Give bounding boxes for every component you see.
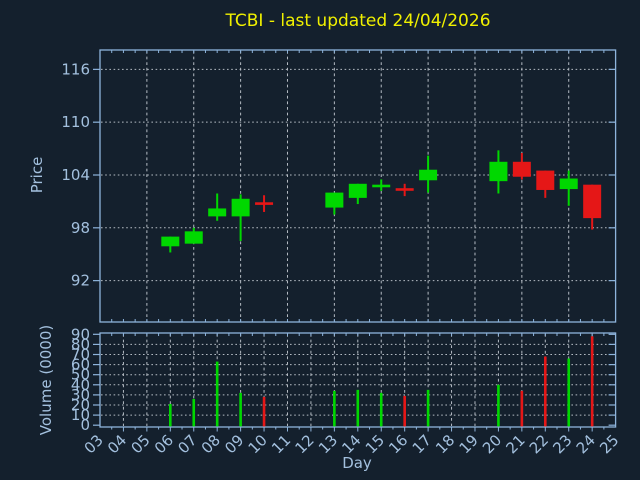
x-axis-title: Day (342, 454, 372, 472)
candle-body (325, 192, 344, 208)
volume-bar-day-21 (520, 390, 524, 427)
volume-bar-day-10 (262, 396, 266, 427)
price-panel: 92 98 104 110 116 (61, 49, 617, 323)
volume-bar-day-20 (497, 384, 500, 427)
candlestick-day-06 (161, 236, 180, 253)
volume-bar-day-23 (567, 358, 571, 427)
volume-bar-day-09 (239, 392, 242, 427)
x-tick-label: 13 (315, 431, 341, 457)
x-tick-label: 22 (526, 431, 552, 457)
x-tick-label: 24 (573, 431, 599, 457)
volume-ytick-label: 0 (80, 416, 90, 434)
candle-body (348, 183, 367, 198)
x-tick-label: 23 (549, 431, 575, 457)
candlestick-day-14 (348, 183, 367, 205)
x-tick-label: 03 (81, 431, 107, 457)
x-tick-label: 16 (385, 431, 411, 457)
candle-body (419, 169, 438, 181)
candle-body (559, 178, 578, 190)
candlestick-day-07 (184, 227, 203, 244)
volume-ytick-label: 70 (71, 346, 90, 364)
price-frame (99, 49, 617, 323)
candle-body (231, 198, 250, 217)
volume-bar-day-16 (403, 395, 406, 427)
volume-bar-day-15 (379, 392, 383, 427)
candle-body (208, 208, 227, 217)
x-tick-label: 19 (456, 431, 482, 457)
volume-bar-day-08 (215, 361, 219, 427)
volume-bar-day-24 (590, 336, 594, 427)
x-tick-label: 05 (127, 431, 153, 457)
volume-bar-day-22 (543, 356, 547, 427)
volume-ytick-label: 50 (71, 366, 90, 384)
candlestick-day-17 (419, 155, 438, 193)
candlestick-day-20 (489, 150, 508, 194)
x-tick-label: 18 (432, 431, 458, 457)
candle-body (536, 170, 555, 190)
price-ytick-label: 92 (71, 272, 90, 290)
x-tick-label: 20 (479, 431, 505, 457)
x-tick-label: 08 (198, 431, 224, 457)
volume-ytick-label: 30 (71, 386, 90, 404)
volume-bar-day-14 (356, 389, 360, 427)
volume-bar-day-17 (426, 389, 430, 427)
volume-ytick-label: 90 (71, 325, 90, 343)
candle-body (161, 236, 180, 247)
price-ytick-label: 110 (61, 113, 90, 131)
candle-body (372, 184, 391, 188)
volume-bar-day-06 (169, 403, 172, 427)
volume-ytick-label: 10 (71, 406, 90, 424)
x-tick-label: 17 (409, 431, 435, 457)
volume-ytick-label: 60 (71, 356, 90, 374)
volume-bar-day-13 (333, 390, 336, 427)
candlestick-day-23 (559, 170, 578, 206)
x-tick-label: 04 (104, 431, 130, 457)
volume-ytick-label: 40 (71, 376, 90, 394)
x-tick-label: 09 (221, 431, 247, 457)
price-ytick-label: 98 (71, 219, 90, 237)
candle-body (395, 188, 414, 191)
candlestick-day-22 (536, 170, 555, 198)
x-tick-label: 07 (174, 431, 200, 457)
candlestick-day-15 (372, 179, 391, 191)
price-ytick-label: 104 (61, 166, 90, 184)
candlestick-day-13 (325, 192, 344, 215)
candle-body (512, 161, 531, 177)
x-tick-label: 11 (268, 431, 294, 457)
volume-ytick-label: 80 (71, 335, 90, 353)
volume-bar-day-07 (192, 398, 196, 427)
volume-frame (99, 332, 617, 428)
candle-body (583, 184, 602, 219)
candle-body (489, 161, 508, 182)
x-tick-label: 12 (292, 431, 318, 457)
x-tick-label: 10 (245, 431, 271, 457)
candlestick-day-24 (583, 184, 602, 230)
candlestick-day-09 (231, 194, 250, 242)
x-tick-label: 21 (502, 431, 528, 457)
price-axis-title: Price (28, 156, 46, 194)
candlestick-day-10 (255, 195, 274, 212)
candlestick-day-08 (208, 193, 227, 221)
volume-axis-title: Volume (0000) (37, 324, 55, 436)
volume-ytick-label: 20 (71, 396, 90, 414)
price-ytick-label: 116 (61, 60, 90, 78)
candle-body (255, 202, 274, 205)
chart-title: TCBI - last updated 24/04/2026 (225, 11, 491, 31)
x-tick-label: 06 (151, 431, 177, 457)
candle-body (184, 231, 203, 244)
candlestick-day-16 (395, 183, 414, 197)
x-tick-label: 25 (596, 431, 622, 457)
candlestick-day-21 (512, 152, 531, 180)
